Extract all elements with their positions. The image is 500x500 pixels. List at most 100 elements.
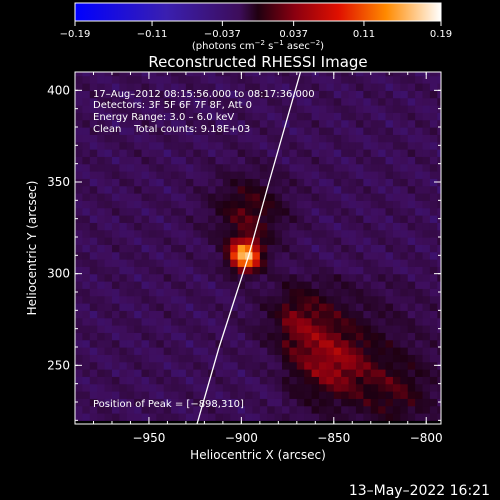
heatmap-cell <box>282 163 291 172</box>
heatmap-cell <box>422 332 431 341</box>
heatmap-cell <box>97 141 106 150</box>
heatmap-cell <box>141 97 150 106</box>
heatmap-cell <box>252 244 261 253</box>
heatmap-cell <box>126 185 135 194</box>
heatmap-cell <box>407 90 416 99</box>
heatmap-cell <box>82 281 91 289</box>
heatmap-cell <box>104 171 113 179</box>
heatmap-cell <box>296 361 305 370</box>
heatmap-cell <box>215 90 224 99</box>
heatmap-cell <box>289 119 298 128</box>
heatmap-cell <box>355 303 364 311</box>
heatmap-cell <box>429 310 438 319</box>
heatmap-cell <box>245 376 254 385</box>
heatmap-cell <box>333 339 342 348</box>
heatmap-cell <box>407 163 416 172</box>
heatmap-cell <box>326 376 335 385</box>
heatmap-cell <box>422 200 431 209</box>
heatmap-cell <box>333 72 342 77</box>
heatmap-cell <box>282 273 291 282</box>
heatmap-cell <box>82 369 91 377</box>
heatmap-cell <box>304 266 313 275</box>
heatmap-cell <box>75 354 83 363</box>
heatmap-cell <box>126 259 135 267</box>
heatmap-cell <box>97 361 106 370</box>
heatmap-cell <box>385 112 394 121</box>
heatmap-cell <box>185 281 194 289</box>
heatmap-cell <box>252 156 261 165</box>
heatmap-cell <box>185 310 194 319</box>
heatmap-cell <box>422 237 431 245</box>
heatmap-cell <box>178 251 187 260</box>
heatmap-cell <box>141 149 150 157</box>
heatmap-cell <box>259 105 268 113</box>
heatmap-cell <box>422 244 431 253</box>
heatmap-cell <box>296 90 305 99</box>
heatmap-cell <box>141 398 150 407</box>
heatmap-cell <box>119 134 128 143</box>
heatmap-cell <box>422 347 431 355</box>
heatmap-cell <box>215 413 224 421</box>
heatmap-cell <box>237 361 246 370</box>
heatmap-cell <box>378 83 387 91</box>
heatmap-cell <box>355 149 364 157</box>
heatmap-cell <box>252 163 261 172</box>
heatmap-cell <box>355 391 364 399</box>
heatmap-cell <box>193 83 202 91</box>
heatmap-cell <box>215 207 224 216</box>
heatmap-cell <box>163 97 172 106</box>
heatmap-cell <box>178 207 187 216</box>
heatmap-cell <box>97 112 106 121</box>
heatmap-cell <box>252 354 261 363</box>
heatmap-cell <box>119 244 128 253</box>
heatmap-cell <box>119 376 128 385</box>
heatmap-cell <box>407 185 416 194</box>
heatmap-cell <box>407 398 416 407</box>
heatmap-cell <box>200 193 209 201</box>
heatmap-cell <box>171 83 180 91</box>
heatmap-cell <box>333 185 342 194</box>
heatmap-cell <box>200 383 209 392</box>
heatmap-cell <box>370 178 379 187</box>
heatmap-cell <box>104 200 113 209</box>
heatmap-cell <box>141 141 150 150</box>
heatmap-cell <box>289 97 298 106</box>
heatmap-cell <box>193 105 202 113</box>
heatmap-cell <box>75 97 83 106</box>
heatmap-cell <box>378 347 387 355</box>
heatmap-cell <box>400 273 409 282</box>
heatmap-cell <box>282 383 291 392</box>
heatmap-cell <box>163 127 172 135</box>
heatmap-cell <box>289 273 298 282</box>
heatmap-cell <box>415 72 424 77</box>
heatmap-cell <box>429 185 438 194</box>
heatmap-cell <box>252 398 261 407</box>
heatmap-cell <box>148 134 157 143</box>
heatmap-cell <box>282 134 291 143</box>
heatmap-cell <box>156 112 165 121</box>
heatmap-cell <box>171 222 180 231</box>
heatmap-cell <box>289 376 298 385</box>
heatmap-cell <box>363 310 372 319</box>
heatmap-cell <box>333 369 342 377</box>
heatmap-cell <box>222 288 231 297</box>
heatmap-cell <box>185 229 194 238</box>
heatmap-cell <box>111 119 120 128</box>
heatmap-cell <box>274 237 283 245</box>
heatmap-cell <box>185 119 194 128</box>
heatmap-cell <box>407 119 416 128</box>
heatmap-cell <box>378 251 387 260</box>
heatmap-cell <box>341 405 350 414</box>
heatmap-cell <box>89 325 98 333</box>
heatmap-cell <box>415 398 424 407</box>
heatmap-cell <box>222 222 231 231</box>
heatmap-cell <box>304 413 313 421</box>
heatmap-cell <box>407 200 416 209</box>
heatmap-cell <box>126 281 135 289</box>
heatmap-cell <box>126 303 135 311</box>
heatmap-cell <box>111 303 120 311</box>
heatmap-cell <box>75 259 83 267</box>
heatmap-cell <box>363 332 372 341</box>
heatmap-cell <box>148 259 157 267</box>
heatmap-cell <box>289 405 298 414</box>
